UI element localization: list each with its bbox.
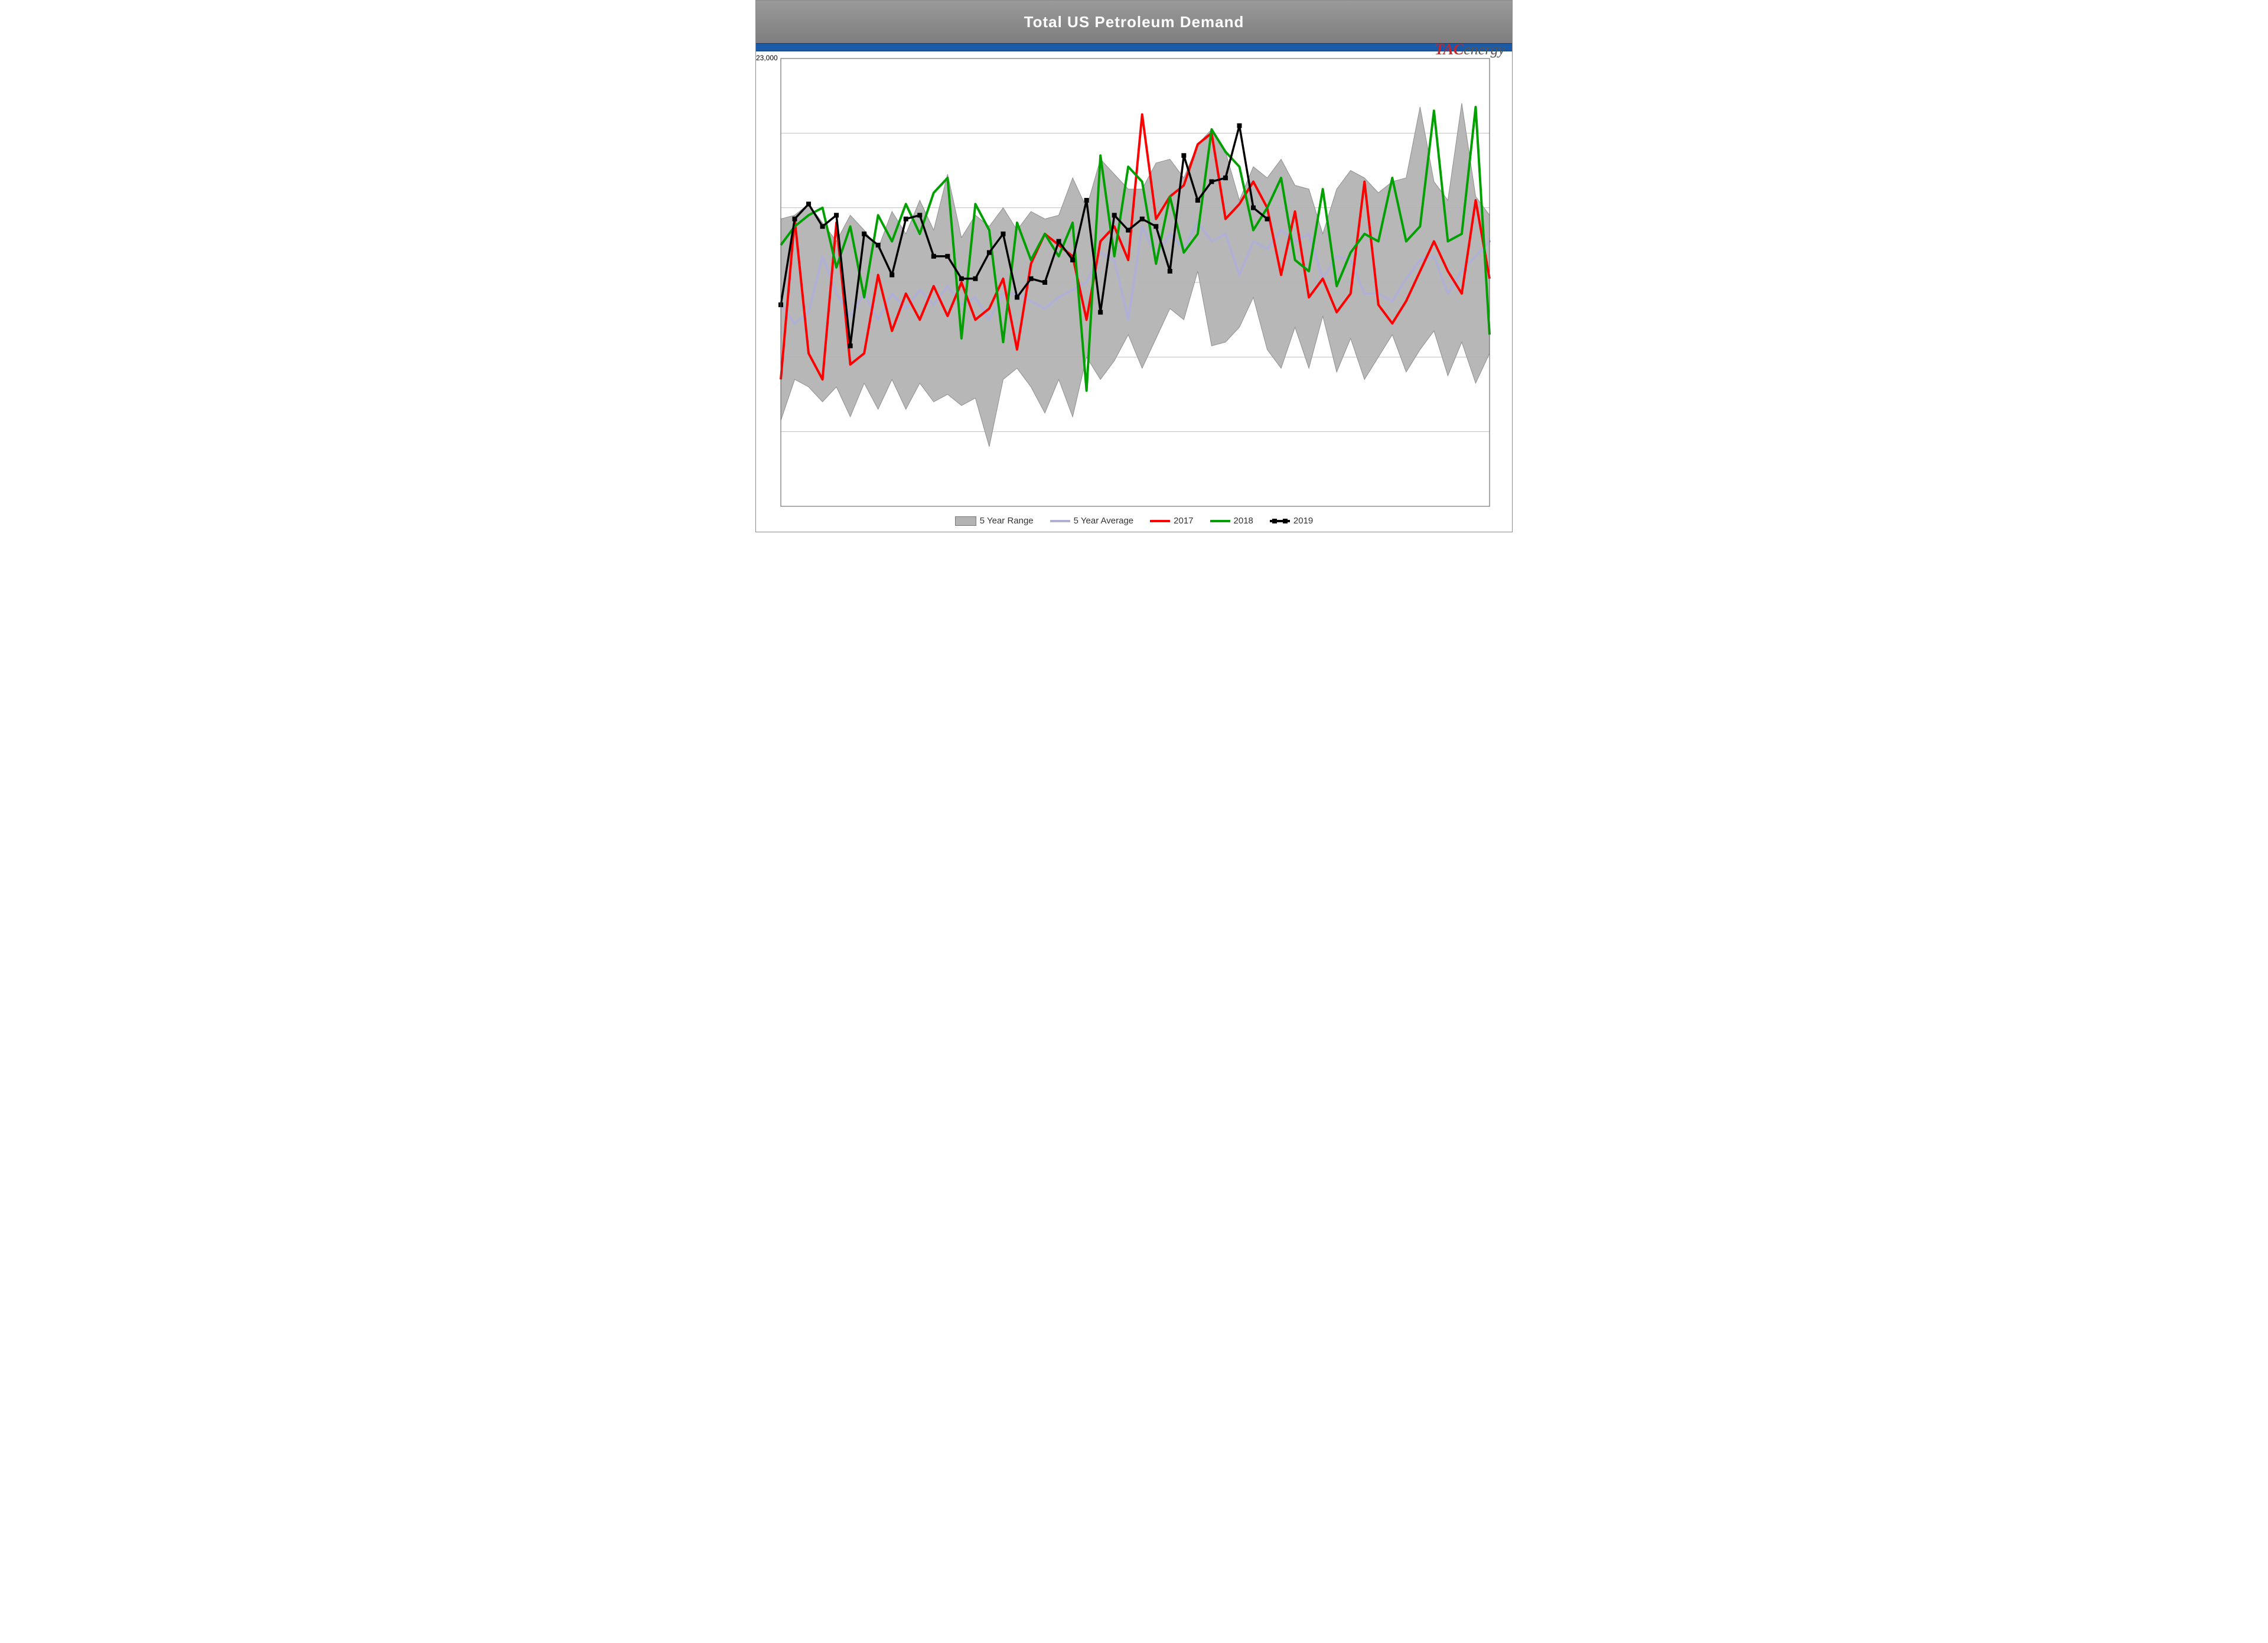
legend-item-2018: 2018 [1210, 516, 1253, 526]
y2019-swatch-icon [1270, 520, 1290, 522]
chart-frame: Total US Petroleum Demand TACenergy 23,0… [755, 0, 1513, 532]
legend-label-2017: 2017 [1174, 516, 1193, 526]
avg-swatch-icon [1050, 520, 1070, 522]
y2017-swatch-icon [1150, 520, 1170, 522]
legend-item-avg: 5 Year Average [1050, 516, 1133, 526]
accent-bar [756, 43, 1512, 51]
plot-area: 23,000 [756, 51, 1512, 512]
y-tick-top-label: 23,000 [756, 54, 778, 62]
range-swatch-icon [955, 516, 976, 526]
chart-title: Total US Petroleum Demand [1024, 13, 1244, 31]
legend-item-2019: 2019 [1270, 516, 1313, 526]
legend: 5 Year Range 5 Year Average 2017 2018 20… [756, 512, 1512, 532]
legend-label-2019: 2019 [1293, 516, 1313, 526]
chart-svg [778, 55, 1493, 510]
legend-item-range: 5 Year Range [955, 516, 1034, 526]
legend-label-avg: 5 Year Average [1074, 516, 1133, 526]
legend-label-2018: 2018 [1234, 516, 1253, 526]
legend-item-2017: 2017 [1150, 516, 1193, 526]
title-bar: Total US Petroleum Demand TACenergy [756, 1, 1512, 43]
y2018-swatch-icon [1210, 520, 1230, 522]
legend-label-range: 5 Year Range [980, 516, 1034, 526]
